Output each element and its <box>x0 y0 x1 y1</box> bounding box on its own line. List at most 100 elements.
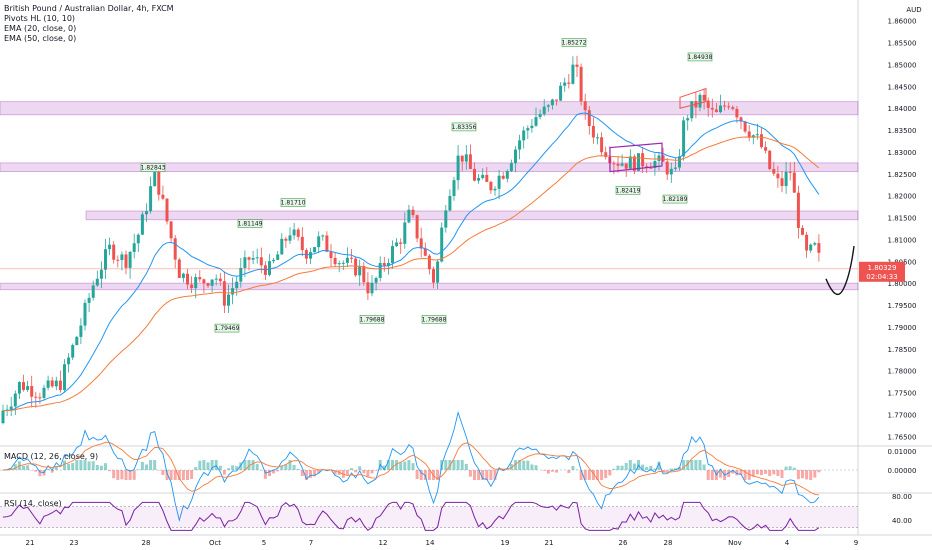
macd-bar <box>95 465 99 470</box>
candle-body <box>653 161 657 169</box>
candle-body <box>518 140 522 150</box>
candle-body <box>42 387 46 398</box>
macd-bar <box>50 470 54 473</box>
macd-bar <box>247 460 251 470</box>
indicator-ema20[interactable]: EMA (20, close, 0) <box>4 24 77 33</box>
macd-bar <box>555 470 558 473</box>
macd-bar <box>22 465 25 470</box>
candle-body <box>399 242 403 244</box>
candle-body <box>813 243 817 245</box>
macd-tick-label: 0.00000 <box>888 467 917 475</box>
price-tick-label: 1.78500 <box>888 346 917 354</box>
candle-body <box>222 281 226 306</box>
candle-body <box>632 156 636 171</box>
candle-body <box>132 243 136 252</box>
macd-bar <box>87 461 91 470</box>
candle-body <box>235 281 239 289</box>
candle-body <box>136 234 140 244</box>
candle-body <box>341 262 345 264</box>
macd-bar <box>669 468 673 470</box>
time-tick-label: 21 <box>26 539 35 547</box>
candle-body <box>87 297 91 303</box>
candle-body <box>214 278 218 280</box>
candle-body <box>464 154 468 162</box>
candle-body <box>690 101 694 119</box>
macd-bar <box>436 470 440 480</box>
macd-bar <box>809 470 813 480</box>
candle-body <box>522 130 526 141</box>
candle-body <box>317 236 321 248</box>
macd-bar <box>181 470 185 480</box>
ema50-line <box>2 136 820 412</box>
macd-bar <box>79 460 83 470</box>
chart-title: British Pound / Australian Dollar, 4h, F… <box>4 4 174 13</box>
price-tick-label: 1.84000 <box>888 105 917 113</box>
macd-bar <box>764 470 768 474</box>
candle-body <box>559 85 563 101</box>
candle-body <box>678 156 681 168</box>
flag-trendline <box>679 87 707 109</box>
macd-bar <box>300 470 304 477</box>
macd-bar <box>214 460 218 470</box>
candle-body <box>1 410 5 424</box>
candle-body <box>325 235 329 252</box>
candle-body <box>468 154 472 169</box>
candle-body <box>600 137 604 153</box>
candle-body <box>460 155 464 162</box>
macd-bar <box>616 465 620 470</box>
candle-body <box>526 128 530 131</box>
candle-body <box>288 235 292 241</box>
macd-bar <box>419 470 423 480</box>
price-tick-label: 1.76500 <box>888 433 917 441</box>
support-resistance-zone <box>0 162 859 173</box>
candle-body <box>501 175 505 179</box>
candle-body <box>796 192 800 228</box>
time-tick-label: 9 <box>854 539 858 547</box>
candle-body <box>313 247 317 253</box>
price-tick-label: 1.79500 <box>888 302 917 310</box>
macd-legend[interactable]: MACD (12, 26, close, 9) <box>4 452 99 461</box>
price-tick-label: 1.77500 <box>888 390 917 398</box>
candle-body <box>665 161 669 175</box>
candle-body <box>673 167 677 169</box>
candle-body <box>641 153 645 167</box>
macd-bar <box>534 465 538 470</box>
pivot-box <box>237 219 263 228</box>
candle-body <box>497 175 501 189</box>
candle-body <box>157 167 161 195</box>
indicator-pivots[interactable]: Pivots HL (10, 10) <box>4 14 76 23</box>
candle-body <box>67 357 71 365</box>
candle-body <box>120 254 124 260</box>
macd-bar <box>649 465 653 470</box>
rsi-legend[interactable]: RSI (14, close) <box>4 499 62 508</box>
candle-body <box>374 277 378 283</box>
macd-bar <box>272 470 276 474</box>
candle-body <box>337 263 341 265</box>
pivot-label: 1.81710 <box>281 200 306 207</box>
macd-bar <box>522 460 526 470</box>
candle-body <box>776 173 780 179</box>
macd-bar <box>251 460 255 470</box>
macd-bar <box>579 470 583 480</box>
macd-bar <box>801 470 804 479</box>
macd-bar <box>739 470 743 475</box>
macd-bar <box>165 470 169 480</box>
candle-body <box>546 105 550 107</box>
candle-body <box>140 214 144 235</box>
macd-bar <box>399 462 403 470</box>
candle-body <box>628 156 632 169</box>
macd-bar <box>604 470 608 478</box>
candle-body <box>657 155 661 162</box>
macd-bar <box>464 463 468 470</box>
macd-bar <box>444 460 448 470</box>
macd-bar <box>427 470 431 480</box>
macd-bar <box>813 470 817 478</box>
candle-body <box>481 174 485 179</box>
price-tick-label: 1.84500 <box>888 83 917 91</box>
indicator-ema50[interactable]: EMA (50, close, 0) <box>4 34 77 43</box>
macd-bar <box>145 464 148 470</box>
candle-body <box>71 344 75 358</box>
macd-bar <box>382 465 386 470</box>
candle-body <box>239 267 243 282</box>
